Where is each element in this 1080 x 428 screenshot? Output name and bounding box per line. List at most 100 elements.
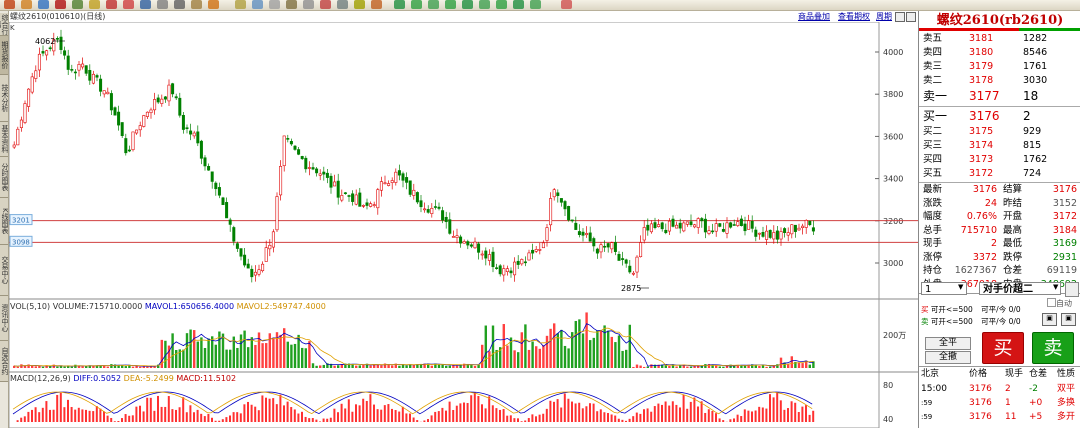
commodity-overlay-link[interactable]: 商品叠加 (798, 12, 830, 21)
sell-button[interactable]: 卖 (1032, 332, 1074, 364)
buy-confirm-icon[interactable]: ▣ (1042, 313, 1057, 326)
toolbar-icon[interactable] (411, 0, 422, 9)
toolbar-icon[interactable] (38, 0, 49, 9)
left-tab-7[interactable]: 交易中心 (0, 245, 8, 296)
macd-bar (560, 407, 563, 422)
macd-bar (430, 415, 433, 422)
ask-row[interactable]: 卖五 3181 1282 (919, 32, 1080, 46)
toolbar-icon[interactable] (269, 0, 280, 9)
chevron-down-icon[interactable]: ▼ (958, 283, 964, 291)
candle-body (739, 218, 743, 226)
quote-title-bar-green (1019, 28, 1080, 31)
toolbar-icon[interactable] (371, 0, 382, 9)
bid-row[interactable]: 买五 3172 724 (919, 167, 1080, 181)
toolbar-icon[interactable] (513, 0, 524, 9)
bid-price: 3176 (969, 109, 1000, 123)
candle-body (73, 71, 77, 74)
volume-bar (340, 364, 343, 368)
toolbar-icon[interactable] (21, 0, 32, 9)
toolbar-icon[interactable] (303, 0, 314, 9)
macd-bar (783, 409, 786, 422)
toolbar-icon[interactable] (89, 0, 100, 9)
chart-maximize-icon[interactable] (906, 12, 916, 22)
macd-bar (146, 397, 149, 422)
toolbar-icon[interactable] (337, 0, 348, 9)
y-tick-label: 3200 (883, 217, 903, 226)
macd-bar (175, 409, 177, 422)
close-all-button[interactable]: 全平 (925, 337, 971, 350)
left-tab-2[interactable]: 期货报价 (0, 36, 8, 75)
view-options-link[interactable]: 查看期权 (838, 12, 870, 21)
chevron-down-icon[interactable]: ▼ (1053, 283, 1059, 291)
left-tab-3[interactable]: 技术分析 (0, 75, 8, 122)
stat-label: 昨结 (1003, 197, 1023, 209)
kline-chart[interactable]: 4000 3800 3600 3400 3200 3000 200万 80 40 3201 3098… (9, 22, 918, 428)
macd-bar (347, 399, 350, 422)
left-tab-9[interactable]: 自选合约 (0, 341, 8, 382)
macd-bar (131, 415, 134, 422)
quantity-input[interactable]: 1 (921, 282, 967, 295)
ask-row[interactable]: 卖三 3179 1761 (919, 60, 1080, 74)
toolbar-icon[interactable] (394, 0, 405, 9)
cancel-all-button[interactable]: 全撤 (925, 351, 971, 364)
left-tab-1[interactable]: 综合行情 (0, 13, 8, 36)
tick-cell: 1 (1005, 398, 1011, 408)
bid-row[interactable]: 买一 3176 2 (919, 108, 1080, 125)
toolbar-icon[interactable] (191, 0, 202, 9)
left-tab-8[interactable]: 资讯中心 (0, 296, 8, 341)
candle-body (581, 231, 585, 236)
toolbar-icon[interactable] (174, 0, 185, 9)
candle-body (657, 224, 661, 227)
bid-price: 3172 (969, 168, 994, 179)
bid-row[interactable]: 买三 3174 815 (919, 139, 1080, 153)
bid-row[interactable]: 买二 3175 929 (919, 125, 1080, 139)
toolbar-icon[interactable] (561, 0, 572, 9)
period-link[interactable]: 周期 (876, 12, 892, 21)
candle-body (649, 223, 653, 233)
toolbar-icon[interactable] (140, 0, 151, 9)
ask-price: 3178 (969, 75, 994, 86)
candle-body (16, 128, 20, 146)
toolbar-icon[interactable] (462, 0, 473, 9)
toolbar-icon[interactable] (530, 0, 541, 9)
toolbar-icon[interactable] (252, 0, 263, 9)
toolbar-icon[interactable] (55, 0, 66, 9)
volume-bar (664, 364, 667, 368)
toolbar-icon[interactable] (354, 0, 365, 9)
ask-row[interactable]: 卖二 3178 3030 (919, 74, 1080, 88)
volume-bar (153, 365, 156, 368)
toolbar-icon[interactable] (428, 0, 439, 9)
toolbar-icon[interactable] (320, 0, 331, 9)
price-mode-select[interactable]: 对手价超二 (979, 282, 1061, 295)
chart-settings-icon[interactable] (895, 12, 905, 22)
candle-body (225, 202, 229, 219)
macd-bar (337, 412, 339, 422)
toolbar-icon[interactable] (123, 0, 134, 9)
ask-volume: 8546 (1023, 47, 1048, 58)
toolbar-icon[interactable] (496, 0, 507, 9)
buy-button[interactable]: 买 (982, 332, 1024, 364)
left-tab-5[interactable]: 分时图表 (0, 157, 8, 198)
ask-row[interactable]: 卖一 3177 18 (919, 88, 1080, 105)
left-tab-6[interactable]: K线图表 (0, 198, 8, 245)
toolbar-icon[interactable] (235, 0, 246, 9)
macd-bar (765, 408, 768, 422)
toolbar-icon[interactable] (106, 0, 117, 9)
left-tab-4[interactable]: 基本资料 (0, 122, 8, 157)
toolbar-icon[interactable] (445, 0, 456, 9)
toolbar-icon[interactable] (72, 0, 83, 9)
macd-bar (391, 408, 393, 422)
sell-confirm-icon[interactable]: ▣ (1061, 313, 1076, 326)
toolbar-icon[interactable] (286, 0, 297, 9)
auto-checkbox[interactable] (1047, 298, 1056, 307)
toolbar-icon[interactable] (208, 0, 219, 9)
ask-row[interactable]: 卖四 3180 8546 (919, 46, 1080, 60)
buy-line-open: 可开<=500 (930, 305, 973, 314)
candle-body (329, 175, 333, 188)
toolbar-icon[interactable] (479, 0, 490, 9)
price-settings-button[interactable] (1065, 282, 1079, 297)
candle-body (217, 187, 221, 196)
toolbar-icon[interactable] (4, 0, 15, 9)
toolbar-icon[interactable] (157, 0, 168, 9)
bid-row[interactable]: 买四 3173 1762 (919, 153, 1080, 167)
